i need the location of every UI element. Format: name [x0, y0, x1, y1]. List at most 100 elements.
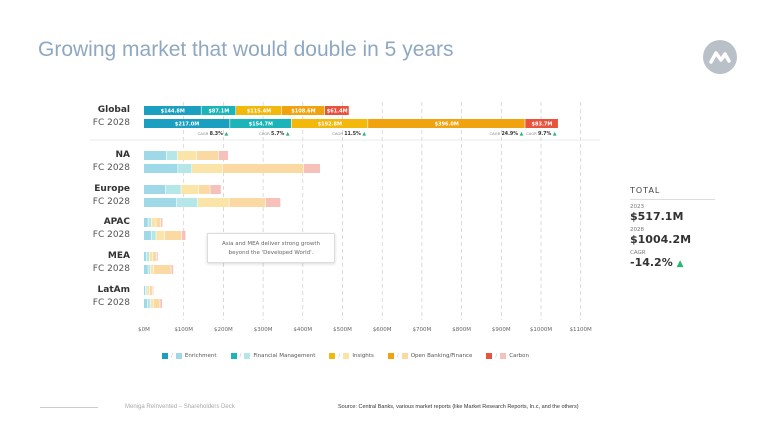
- bar-segment-financial-management: [166, 151, 178, 160]
- bar-segment-enrichment: [144, 151, 167, 160]
- bar-segment-insights: [151, 218, 156, 227]
- bar-segment-financial-management: [145, 286, 147, 295]
- bar-segment-enrichment: [144, 198, 177, 207]
- bar-segment-carbon: [152, 286, 154, 295]
- row-label: LatAm: [97, 285, 130, 295]
- legend-swatch: [500, 353, 507, 359]
- legend: / Enrichment / Financial Management / Insight…: [162, 353, 529, 359]
- bar-segment-open-banking-finance: [222, 164, 304, 173]
- bar-segment-insights: [156, 231, 165, 240]
- bar-segment-open-banking-finance: [153, 265, 171, 274]
- bar-segment-carbon: [210, 185, 221, 194]
- cagr-value: -14.2%: [630, 256, 673, 269]
- cagr-label: CAGR 5.7% ▲: [259, 131, 290, 137]
- legend-label: Financial Management: [253, 353, 316, 359]
- bar-segment-open-banking-finance: [152, 252, 157, 261]
- cagr-label: CAGR: [630, 250, 646, 256]
- x-tick-label: $1100M: [570, 327, 592, 333]
- bar-segment-insights: [147, 286, 150, 295]
- row-label: FC 2028: [92, 298, 130, 308]
- bar-segment-insights: [236, 106, 282, 115]
- x-tick-label: $0M: [138, 327, 150, 333]
- cagr-label: CAGR 24.9% ▲: [489, 131, 523, 137]
- bar-segment-enrichment: [144, 286, 145, 295]
- legend-swatch: [486, 353, 493, 359]
- bar-segment-carbon: [171, 265, 174, 274]
- bar-segment-insights: [197, 198, 229, 207]
- cagr-label: CAGR 8.3% ▲: [198, 131, 229, 137]
- x-tick-label: $500M: [333, 327, 352, 333]
- bar-value-label: $87.1M: [208, 108, 229, 114]
- bar-segment-enrichment: [144, 252, 147, 261]
- bar-segment-carbon: [303, 164, 321, 173]
- bar-segment-open-banking-finance: [165, 231, 182, 240]
- bar-segment-open-banking-finance: [198, 185, 210, 194]
- legend-swatch: [244, 353, 251, 359]
- x-tick-label: $100M: [174, 327, 193, 333]
- bar-segment-financial-management: [201, 106, 236, 115]
- bar-value-label: $192.8M: [318, 121, 342, 127]
- legend-swatch: [343, 353, 350, 359]
- legend-swatch: [230, 353, 237, 359]
- bar-segment-financial-management: [148, 218, 151, 227]
- x-tick-label: $800M: [452, 327, 471, 333]
- legend-item: / Carbon: [486, 353, 529, 359]
- year-2028: 2028: [630, 227, 644, 233]
- legend-swatch: [162, 353, 168, 359]
- row-label: FC 2028: [92, 118, 130, 128]
- bar-value-label: $154.7M: [249, 121, 273, 127]
- bar-segment-insights: [177, 151, 197, 160]
- bar-segment-financial-management: [176, 198, 198, 207]
- bar-segment-insights: [192, 164, 223, 173]
- note-line: beyond the 'Developed World'.: [228, 250, 314, 256]
- x-tick-label: $300M: [254, 327, 273, 333]
- bar-segment-carbon: [160, 299, 163, 308]
- bar-value-label: $61.4M: [327, 108, 348, 114]
- bar-segment-insights: [149, 252, 153, 261]
- legend-swatch: [175, 353, 182, 359]
- year-2023: 2023: [630, 204, 644, 210]
- bar-segment-open-banking-finance: [149, 286, 153, 295]
- row-label: NA: [115, 150, 131, 160]
- bar-segment-carbon: [161, 218, 163, 227]
- footer-source: Source: Central Banks, various market re…: [338, 404, 579, 410]
- bar-segment-financial-management: [165, 185, 181, 194]
- bar-segment-open-banking-finance: [368, 119, 525, 128]
- legend-swatch: [329, 353, 336, 359]
- row-label: Europe: [94, 184, 130, 194]
- total-cagr: -14.2% ▲: [630, 256, 715, 269]
- bar-value-label: $115.4M: [247, 108, 271, 114]
- bar-segment-insights: [291, 119, 368, 128]
- bar-segment-carbon: [525, 119, 558, 128]
- bar-segment-enrichment: [144, 218, 148, 227]
- note-line: Asia and MEA deliver strong growth: [221, 241, 321, 247]
- cagr-label: CAGR 9.7% ▲: [526, 131, 557, 137]
- bar-segment-carbon: [156, 252, 158, 261]
- row-label: FC 2028: [92, 230, 130, 240]
- x-tick-label: $900M: [492, 327, 511, 333]
- row-label: FC 2028: [92, 197, 130, 207]
- bar-segment-carbon: [265, 198, 281, 207]
- up-arrow-icon: ▲: [676, 259, 684, 269]
- bar-segment-open-banking-finance: [196, 151, 219, 160]
- bar-segment-carbon: [181, 231, 186, 240]
- legend-label: Carbon: [509, 353, 530, 359]
- legend-label: Enrichment: [184, 353, 217, 359]
- bar-segment-open-banking-finance: [153, 299, 160, 308]
- page-title: Growing market that would double in 5 ye…: [38, 38, 454, 61]
- bar-segment-carbon: [324, 106, 349, 115]
- row-label: FC 2028: [92, 163, 130, 173]
- legend-item: / Enrichment: [162, 353, 217, 359]
- bar-segment-financial-management: [230, 119, 291, 128]
- bar-value-label: $108.6M: [291, 108, 315, 114]
- bar-segment-financial-management: [151, 231, 156, 240]
- total-2028: $1004.2M: [630, 233, 692, 246]
- legend-item: / Financial Management: [230, 353, 316, 359]
- footer-divider: [40, 407, 98, 408]
- bar-value-label: $217.0M: [175, 121, 199, 127]
- total-heading: TOTAL: [630, 186, 715, 200]
- total-panel: TOTAL 2023 $517.1M 2028 $1004.2M CAGR -1…: [630, 186, 715, 269]
- bar-segment-enrichment: [144, 106, 201, 115]
- row-label: FC 2028: [92, 264, 130, 274]
